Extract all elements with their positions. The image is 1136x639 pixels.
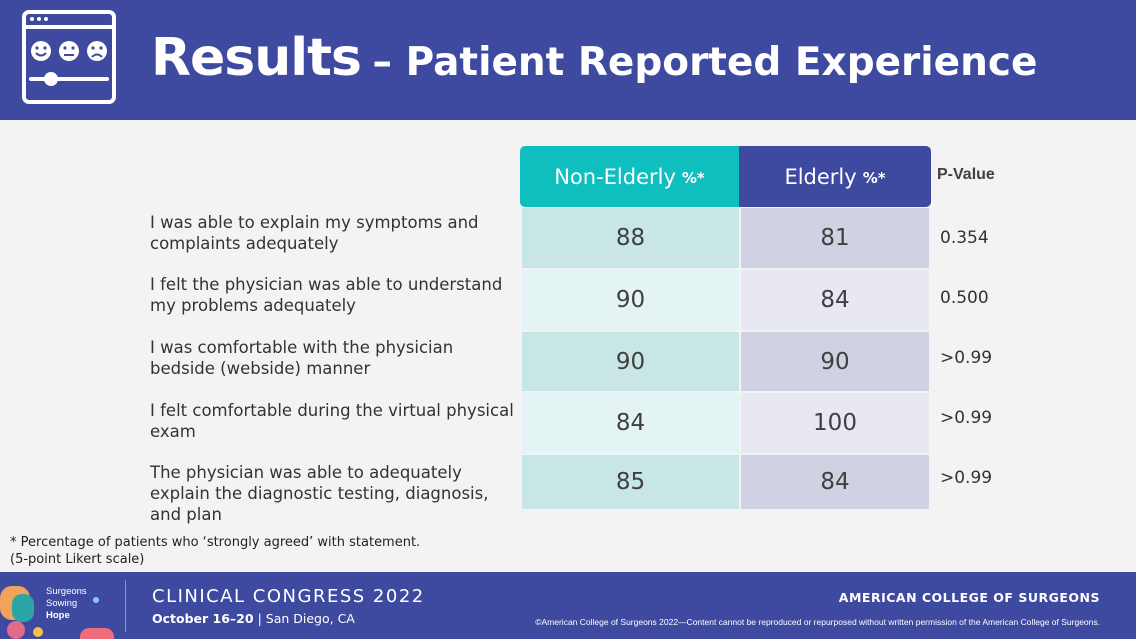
row-statement: I was able to explain my symptoms and co… (150, 213, 479, 253)
column-header-non-elderly: Non-Elderly %* (520, 146, 739, 207)
cell-non-elderly: 88 (522, 208, 739, 268)
footnote-line: * Percentage of patients who ‘strongly a… (10, 535, 421, 550)
column-unit: %* (862, 168, 886, 187)
footnote: * Percentage of patients who ‘strongly a… (10, 534, 420, 568)
cell-elderly: 84 (741, 455, 929, 509)
tagline-line: Sowing (46, 598, 78, 609)
cell-elderly: 100 (741, 393, 929, 453)
tagline: Surgeons Sowing Hope (46, 586, 87, 622)
title-main: Results (151, 28, 362, 88)
congress-logo-graphic (0, 586, 114, 639)
cell-non-elderly: 90 (522, 332, 739, 391)
column-header-elderly: Elderly %* (739, 146, 931, 207)
tagline-line: Hope (46, 610, 70, 621)
cell-p-value: 0.500 (940, 288, 989, 308)
column-label: Non-Elderly (554, 164, 676, 189)
page-title: Results – Patient Reported Experience (151, 28, 1037, 88)
row-statement: I felt comfortable during the virtual ph… (150, 401, 514, 441)
cell-non-elderly: 85 (522, 455, 739, 509)
conference-name: CLINICAL CONGRESS 2022 (152, 586, 425, 607)
cell-non-elderly: 84 (522, 393, 739, 453)
cell-p-value: >0.99 (940, 408, 993, 428)
footnote-line: (5-point Likert scale) (10, 552, 145, 567)
cell-non-elderly: 90 (522, 270, 739, 330)
conference-location: | San Diego, CA (257, 611, 355, 626)
cell-p-value: 0.354 (940, 228, 989, 248)
title-sub: – Patient Reported Experience (372, 40, 1038, 85)
row-statement: I was comfortable with the physician bed… (150, 338, 454, 378)
row-statement: The physician was able to adequately exp… (150, 463, 489, 524)
column-unit: %* (681, 168, 705, 187)
survey-faces-slider-icon (22, 10, 116, 104)
column-header-p-value: P-Value (937, 166, 995, 183)
footer-divider (125, 580, 126, 632)
cell-p-value: >0.99 (940, 468, 993, 488)
tagline-line: Surgeons (46, 586, 87, 597)
conference-dates: October 16–20 | San Diego, CA (152, 611, 355, 626)
cell-elderly: 84 (741, 270, 929, 330)
cell-elderly: 81 (741, 208, 929, 268)
copyright-notice: ©American College of Surgeons 2022—Conte… (535, 617, 1100, 627)
conference-date: October 16–20 (152, 611, 254, 626)
footer-banner: Surgeons Sowing Hope CLINICAL CONGRESS 2… (0, 572, 1136, 639)
column-label: Elderly (784, 164, 857, 189)
cell-p-value: >0.99 (940, 348, 993, 368)
organization-name: AMERICAN COLLEGE OF SURGEONS (838, 590, 1100, 605)
header-banner: Results – Patient Reported Experience (0, 0, 1136, 120)
cell-elderly: 90 (741, 332, 929, 391)
row-statement: I felt the physician was able to underst… (150, 275, 503, 315)
